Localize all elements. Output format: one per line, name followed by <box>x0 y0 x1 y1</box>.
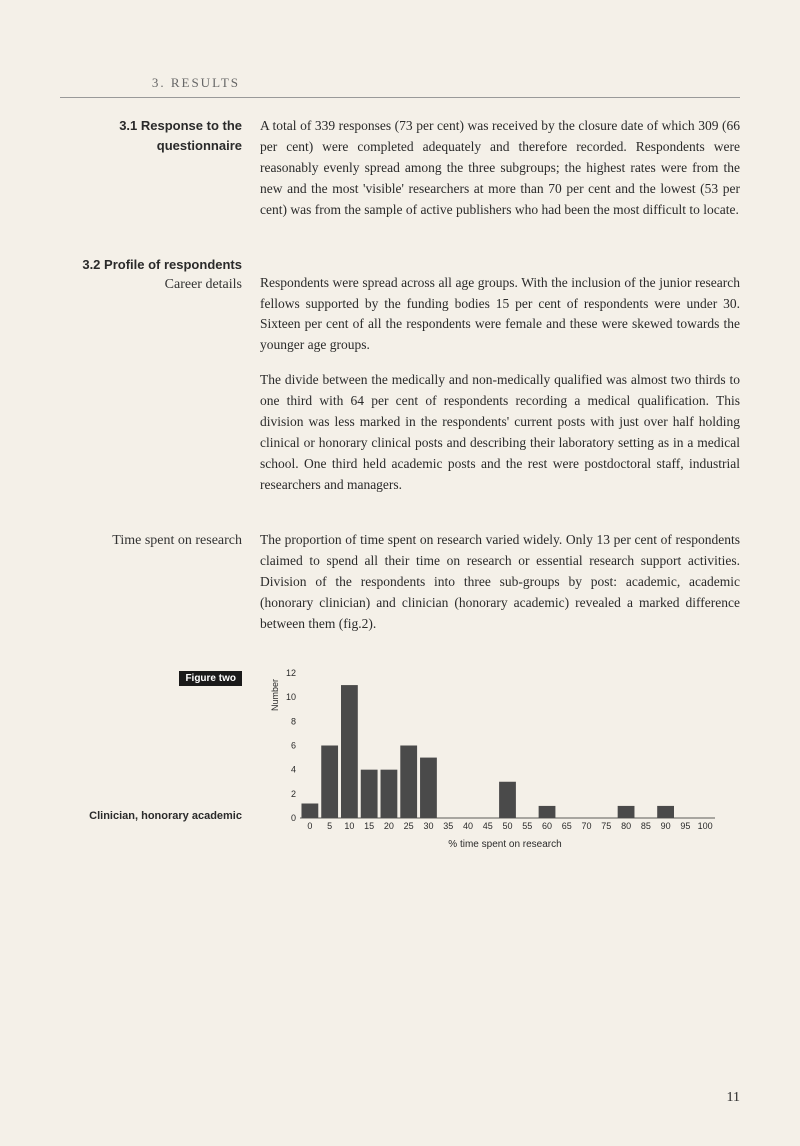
svg-text:6: 6 <box>291 741 296 751</box>
para-3-2-2: The divide between the medically and non… <box>260 370 740 496</box>
svg-text:65: 65 <box>562 821 572 831</box>
block-time-spent: Time spent on research The proportion of… <box>60 530 740 649</box>
svg-text:55: 55 <box>522 821 532 831</box>
figure-caption: Clinician, honorary academic <box>60 810 260 822</box>
svg-text:30: 30 <box>423 821 433 831</box>
para-3-1-1: A total of 339 responses (73 per cent) w… <box>260 116 740 221</box>
svg-text:45: 45 <box>483 821 493 831</box>
bar <box>618 806 635 818</box>
para-3-2-1: Respondents were spread across all age g… <box>260 273 740 357</box>
heading-3-2: 3.2 Profile of respondents <box>60 255 242 275</box>
svg-text:Number: Number <box>270 679 280 711</box>
svg-text:10: 10 <box>286 693 296 703</box>
section-header: 3. RESULTS <box>60 75 740 91</box>
svg-text:95: 95 <box>680 821 690 831</box>
bar <box>657 806 674 818</box>
svg-text:8: 8 <box>291 717 296 727</box>
svg-text:12: 12 <box>286 668 296 678</box>
svg-text:100: 100 <box>698 821 713 831</box>
svg-text:4: 4 <box>291 765 296 775</box>
svg-text:35: 35 <box>443 821 453 831</box>
bar <box>321 746 338 819</box>
svg-text:50: 50 <box>502 821 512 831</box>
block-response: 3.1 Response to the questionnaire A tota… <box>60 116 740 235</box>
svg-text:80: 80 <box>621 821 631 831</box>
bar <box>301 804 318 819</box>
heading-3-1: 3.1 Response to the questionnaire <box>60 116 242 155</box>
bar <box>341 686 358 819</box>
svg-text:20: 20 <box>384 821 394 831</box>
svg-text:75: 75 <box>601 821 611 831</box>
page-number: 11 <box>727 1090 740 1106</box>
bar <box>420 758 437 818</box>
bar <box>361 770 378 818</box>
svg-text:5: 5 <box>327 821 332 831</box>
bar <box>539 806 556 818</box>
svg-text:40: 40 <box>463 821 473 831</box>
x-axis-label: % time spent on research <box>270 839 740 850</box>
svg-text:10: 10 <box>344 821 354 831</box>
bar <box>499 782 516 818</box>
svg-text:90: 90 <box>661 821 671 831</box>
svg-text:0: 0 <box>291 813 296 823</box>
svg-text:15: 15 <box>364 821 374 831</box>
subheading-career: Career details <box>60 274 242 295</box>
svg-text:70: 70 <box>582 821 592 831</box>
para-time-1: The proportion of time spent on research… <box>260 530 740 635</box>
svg-text:25: 25 <box>404 821 414 831</box>
svg-text:2: 2 <box>291 789 296 799</box>
svg-text:60: 60 <box>542 821 552 831</box>
figure-row: Figure two Number 0 2 4 6 8 10 12 0 5 10 15 20 25 30 35… <box>60 668 740 850</box>
figure-label: Figure two <box>179 671 242 686</box>
bar <box>381 770 398 818</box>
bar-chart: Number 0 2 4 6 8 10 12 0 5 10 15 20 25 30 35 40 45 50 55 60 6… <box>270 668 720 833</box>
chart-area: Number 0 2 4 6 8 10 12 0 5 10 15 20 25 30 35 40 45 50 55 60 6… <box>260 668 740 850</box>
svg-text:85: 85 <box>641 821 651 831</box>
block-profile-head: 3.2 Profile of respondents Career detail… <box>60 255 740 510</box>
subheading-time: Time spent on research <box>60 530 242 551</box>
svg-text:0: 0 <box>307 821 312 831</box>
bar <box>400 746 417 819</box>
section-divider <box>60 97 740 98</box>
